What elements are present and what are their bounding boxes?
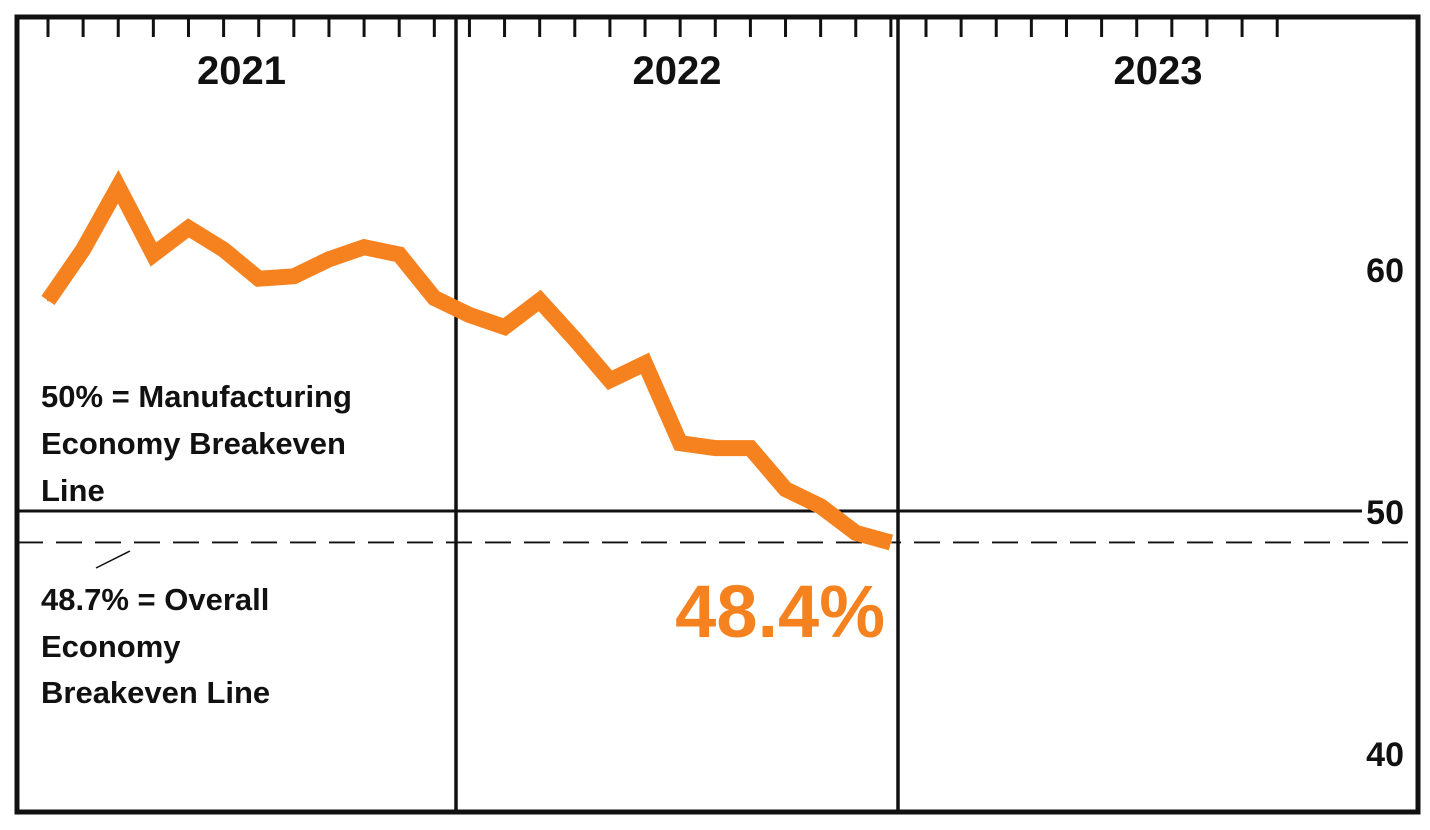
data-point <box>398 253 401 256</box>
data-point <box>749 447 752 450</box>
data-point <box>608 379 611 382</box>
overall-note-line-3: Breakeven Line <box>41 675 270 710</box>
data-point <box>854 531 857 534</box>
overall-note-leader-line <box>95 550 131 569</box>
data-point <box>82 248 85 251</box>
data-point <box>573 338 576 341</box>
year-label-2021: 2021 <box>197 49 286 93</box>
data-point <box>433 297 436 300</box>
year-label-2023: 2023 <box>1114 49 1203 93</box>
data-point <box>784 488 787 491</box>
year-dividers <box>454 17 900 812</box>
data-point <box>292 275 295 278</box>
overall-breakeven-annotation: 48.7% = Overall Economy Breakeven Line <box>41 550 270 710</box>
data-point <box>327 258 330 261</box>
data-point <box>679 442 682 445</box>
chart-frame <box>14 14 1421 815</box>
data-point <box>644 362 647 365</box>
manufacturing-note-line-1: 50% = Manufacturing <box>41 379 352 414</box>
data-point <box>714 447 717 450</box>
y-tick-label-50: 50 <box>1366 494 1404 532</box>
year-label-2022: 2022 <box>633 49 722 93</box>
data-point <box>468 313 471 316</box>
data-point <box>538 299 541 302</box>
series-group <box>41 169 894 551</box>
data-point <box>363 246 366 249</box>
manufacturing-note-line-2: Economy Breakeven <box>41 426 346 461</box>
latest-value-callout: 48.4% <box>675 570 885 653</box>
data-point <box>47 299 49 302</box>
reference-lines <box>17 509 1418 544</box>
data-point <box>117 185 120 188</box>
data-point <box>889 541 892 544</box>
data-point <box>819 505 822 508</box>
y-tick-label-40: 40 <box>1366 736 1404 774</box>
data-point <box>222 248 225 251</box>
y-tick-label-60: 60 <box>1366 252 1404 290</box>
data-point <box>503 326 506 329</box>
data-point <box>152 253 155 256</box>
overall-note-line-2: Economy <box>41 629 181 664</box>
manufacturing-note-line-3: Line <box>41 473 105 508</box>
data-point <box>257 277 260 280</box>
overall-note-line-1: 48.7% = Overall <box>41 582 269 617</box>
month-ticks <box>46 17 1279 37</box>
data-point <box>187 226 190 229</box>
manufacturing-breakeven-annotation: 50% = Manufacturing Economy Breakeven Li… <box>41 379 352 508</box>
